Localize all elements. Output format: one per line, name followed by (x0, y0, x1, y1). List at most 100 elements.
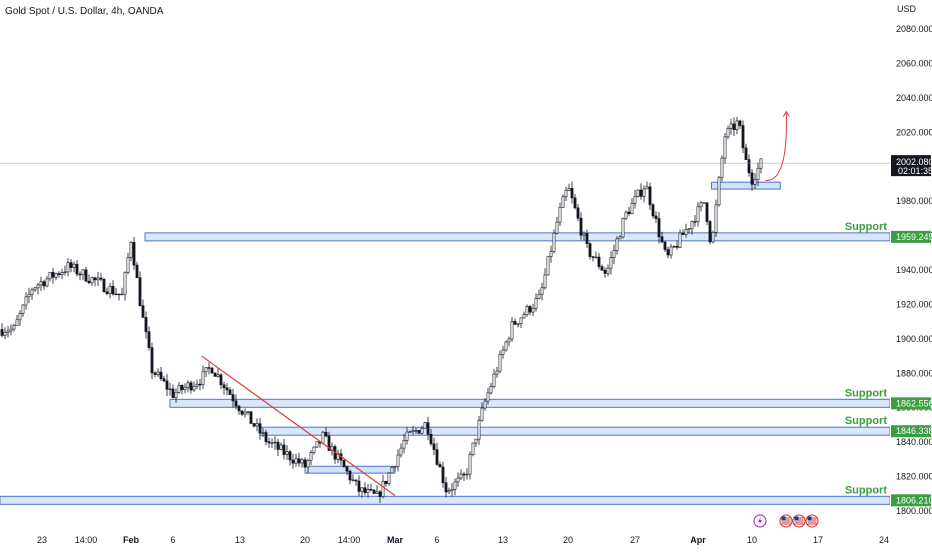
candle-body (723, 136, 727, 159)
candle (300, 457, 304, 468)
candle-body (48, 272, 52, 280)
candle (366, 483, 370, 498)
candle-body (12, 325, 16, 330)
us-flag-event-icon[interactable] (805, 514, 819, 528)
candle (57, 271, 61, 278)
support-zone (144, 232, 891, 242)
candle (480, 402, 484, 422)
candle-body (177, 385, 181, 393)
current-price-tag (891, 155, 931, 177)
candle-body (408, 431, 412, 433)
candle-body (423, 422, 427, 429)
candle (162, 375, 166, 383)
candle (441, 461, 445, 488)
candle-body (696, 206, 700, 223)
candle (363, 482, 367, 496)
candle (81, 269, 85, 281)
candle (651, 202, 655, 219)
support-zone (259, 426, 891, 436)
price-axis[interactable]: 2080.000 2060.000 2040.000 2020.000 1980.000… (896, 24, 932, 516)
candle-body (252, 423, 256, 427)
candle (264, 429, 268, 446)
candle (525, 304, 529, 317)
candle-body (432, 443, 436, 450)
support-zones: Support Support Support Support (0, 181, 891, 505)
candle (741, 120, 745, 154)
candle-body (36, 284, 40, 289)
candle-body (39, 281, 43, 286)
us-flag-event-icon[interactable] (779, 514, 793, 528)
flag-canton (807, 516, 812, 521)
flag-canton (781, 516, 786, 521)
price-tick: 1840.000 (896, 437, 932, 447)
candle-body (171, 388, 175, 398)
candle-body (426, 422, 430, 435)
candle-body (708, 221, 712, 243)
candle-body (249, 411, 253, 424)
candle (708, 220, 712, 245)
candle (759, 158, 763, 174)
candle-body (420, 427, 424, 434)
candle (147, 326, 151, 351)
candle (234, 394, 238, 410)
candle (390, 465, 394, 474)
candle (465, 468, 469, 480)
candle-body (627, 211, 631, 215)
candle-body (570, 187, 574, 199)
candle-body (504, 341, 508, 351)
candle (444, 476, 448, 498)
candle (240, 410, 244, 417)
candle-body (492, 373, 496, 387)
candle-body (261, 432, 265, 434)
support-price-value: 1959.249 (896, 232, 932, 242)
candle-body (732, 123, 736, 130)
candle-body (513, 321, 517, 325)
candle-body (636, 189, 640, 197)
time-tick: 20 (300, 535, 310, 545)
support-price-tag (891, 397, 931, 410)
candle-body (510, 321, 514, 340)
flag-canton (794, 516, 799, 521)
time-axis[interactable]: 23 14:00 Feb 6 13 20 14:00 Mar 6 13 20 27 Apr 10 17 24 (37, 535, 889, 545)
candle-body (615, 238, 619, 251)
candles (0, 117, 763, 504)
candle-body (558, 207, 562, 223)
candle-body (522, 314, 526, 319)
candle-body (15, 319, 19, 326)
candle (459, 469, 463, 481)
candle (30, 287, 34, 300)
candle-body (684, 229, 688, 235)
candle-body (717, 176, 721, 206)
candle-body (699, 202, 703, 208)
candle (126, 252, 130, 275)
candle-body (384, 480, 388, 484)
candle (132, 237, 136, 270)
chart-title: Gold Spot / U.S. Dollar, 4h, OANDA (5, 6, 164, 17)
candle (72, 261, 76, 273)
candle (582, 231, 586, 241)
event-markers[interactable] (753, 514, 819, 528)
price-axis-panel[interactable] (890, 0, 932, 550)
us-flag-event-icon[interactable] (792, 514, 806, 528)
candle (285, 445, 289, 460)
candle (141, 299, 145, 318)
candle (498, 350, 502, 374)
candle (588, 241, 592, 260)
candle-body (45, 278, 49, 287)
candle (714, 199, 718, 238)
candle (537, 289, 541, 300)
candle (198, 378, 202, 391)
candle-body (255, 423, 259, 427)
candle (288, 450, 292, 466)
candle-body (540, 287, 544, 295)
candle-body (678, 232, 682, 248)
candle (462, 471, 466, 481)
candle (507, 336, 511, 347)
candle (534, 293, 538, 312)
candle (15, 315, 19, 326)
lightning-event-icon[interactable] (753, 514, 767, 528)
candle (735, 117, 739, 135)
candle-body (24, 296, 28, 306)
